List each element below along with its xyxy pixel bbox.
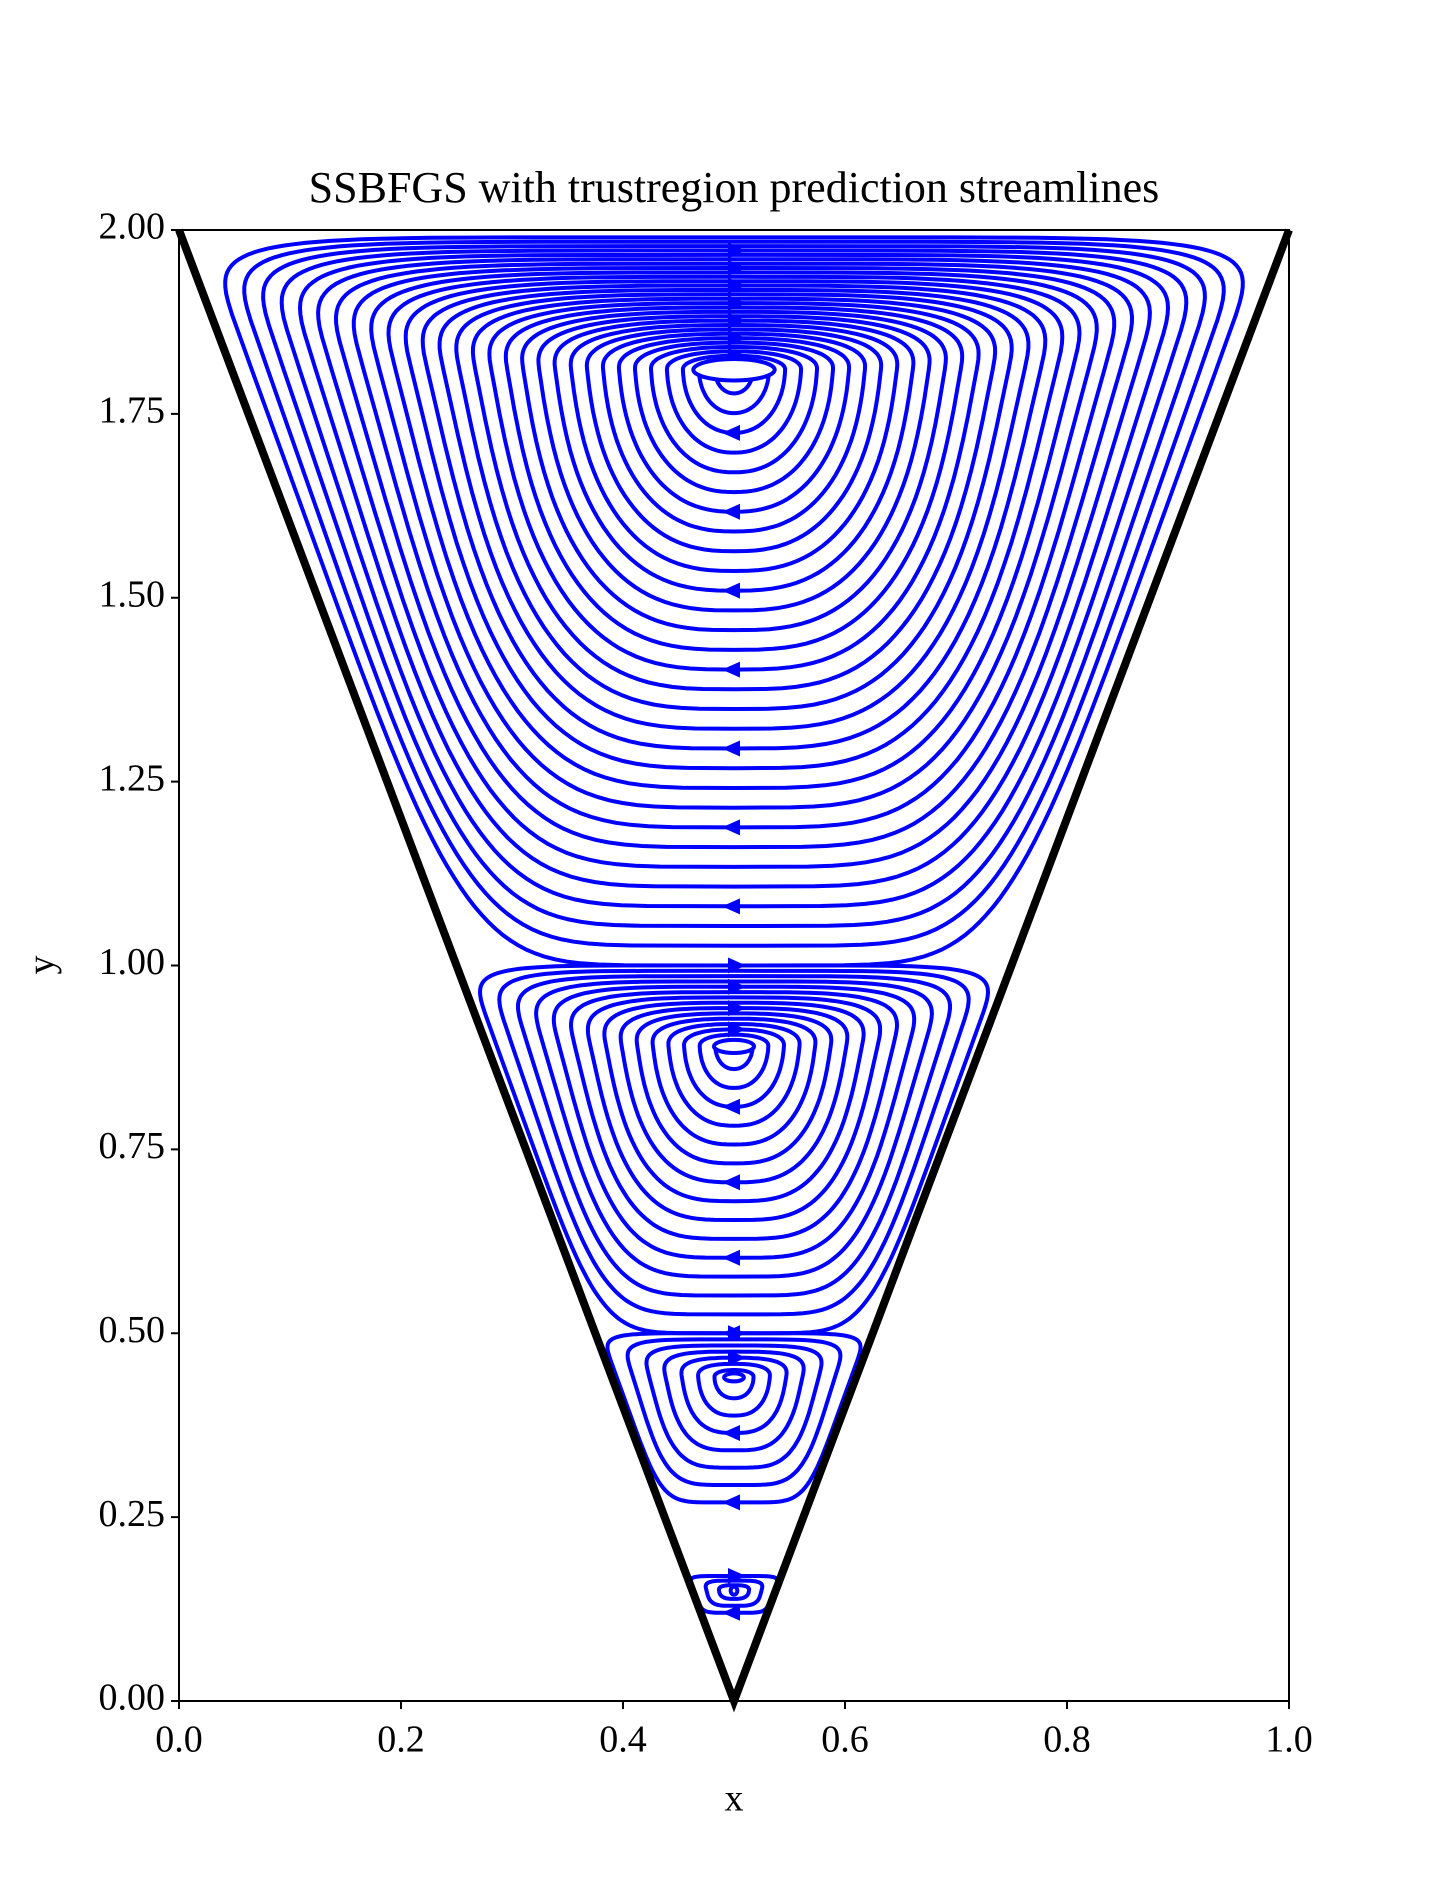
plot-frame [178, 229, 1290, 1702]
vortex-eye [691, 357, 777, 383]
streamline [625, 1337, 843, 1487]
streamline [223, 235, 1245, 968]
streamline [369, 270, 1099, 810]
chart-title: SSBFGS with trustregion prediction strea… [309, 163, 1160, 212]
streamline [536, 314, 932, 613]
streamline [477, 963, 991, 1336]
stream-arrow [721, 1604, 740, 1621]
stream-arrow [728, 1325, 747, 1342]
streamline [585, 995, 883, 1223]
streamline [552, 318, 916, 593]
stream-arrow [721, 898, 740, 915]
streamline [679, 1355, 789, 1436]
streamline [716, 1583, 752, 1601]
streamline [681, 1027, 787, 1109]
stream-arrow [728, 1567, 747, 1584]
stream-arrow [721, 1494, 740, 1511]
streamline [634, 1011, 834, 1166]
stream-arrow [722, 819, 740, 836]
streamline [664, 349, 804, 455]
streamline [454, 292, 1014, 712]
x-tick-label: 0.6 [821, 1719, 869, 1761]
streamline [316, 257, 1152, 869]
streamline [600, 331, 868, 534]
vortex-eye [711, 1037, 757, 1055]
stream-arrow [722, 1174, 740, 1191]
y-tick-label: 1.25 [99, 757, 166, 799]
y-tick-label: 1.75 [99, 390, 166, 432]
streamline [703, 1578, 765, 1608]
streamline [602, 1000, 866, 1204]
streamline [437, 288, 1031, 731]
streamline [618, 1006, 850, 1185]
x-tick-label: 0.8 [1043, 1719, 1091, 1761]
streamline [551, 984, 917, 1260]
streamline [503, 305, 965, 652]
stream-arrow [722, 1424, 740, 1441]
streamline [487, 301, 981, 672]
x-tick-label: 1.0 [1265, 1719, 1313, 1761]
stream-arrow [722, 582, 740, 599]
vortex-eye [722, 1371, 746, 1384]
streamline [649, 344, 819, 475]
streamline [520, 309, 948, 633]
stream-arrow [722, 740, 740, 757]
stream-arrow [722, 424, 740, 441]
streamline [386, 274, 1082, 791]
streamlines [223, 235, 1245, 1621]
streamline [696, 1361, 772, 1418]
streamline [644, 1343, 824, 1470]
streamline [297, 252, 1171, 889]
streamline [568, 990, 900, 1241]
streamline [584, 327, 884, 554]
y-axis-label: y [21, 956, 63, 975]
y-tick-label: 1.50 [99, 573, 166, 615]
streamline [242, 239, 1226, 948]
streamline [662, 1349, 806, 1453]
streamline [351, 265, 1117, 830]
y-tick-label: 0.50 [99, 1309, 166, 1351]
streamline [261, 244, 1207, 929]
streamline [534, 979, 934, 1279]
streamline [633, 340, 835, 495]
streamline [650, 1016, 818, 1147]
y-tick-label: 0.25 [99, 1493, 166, 1535]
streamline [279, 248, 1189, 909]
streamline [470, 296, 998, 692]
streamline [568, 322, 900, 574]
streamline [420, 283, 1048, 751]
stream-arrow [722, 1098, 740, 1115]
streamline [605, 1331, 863, 1505]
streamline [712, 1368, 756, 1401]
stream-arrow [728, 957, 747, 974]
y-tick-label: 2.00 [99, 206, 166, 248]
y-tick-label: 0.75 [99, 1125, 166, 1167]
x-tick-label: 0.4 [599, 1719, 647, 1761]
vortex-eye [728, 1584, 740, 1597]
stream-arrow [722, 503, 740, 520]
streamline [497, 968, 971, 1317]
streamline [680, 353, 788, 435]
streamline [616, 336, 852, 514]
streamline [403, 279, 1065, 771]
streamline [333, 261, 1135, 850]
streamline [666, 1021, 802, 1128]
x-tick-label: 0.0 [155, 1719, 203, 1761]
x-axis-label: x [725, 1778, 744, 1820]
stream-arrow [722, 1249, 740, 1266]
y-tick-label: 1.00 [99, 941, 166, 983]
streamline [697, 1032, 771, 1090]
y-tick-label: 0.00 [99, 1677, 166, 1719]
streamline [516, 974, 952, 1298]
stream-arrow [728, 1349, 746, 1366]
x-tick-label: 0.2 [377, 1719, 425, 1761]
stream-arrow [722, 661, 740, 678]
